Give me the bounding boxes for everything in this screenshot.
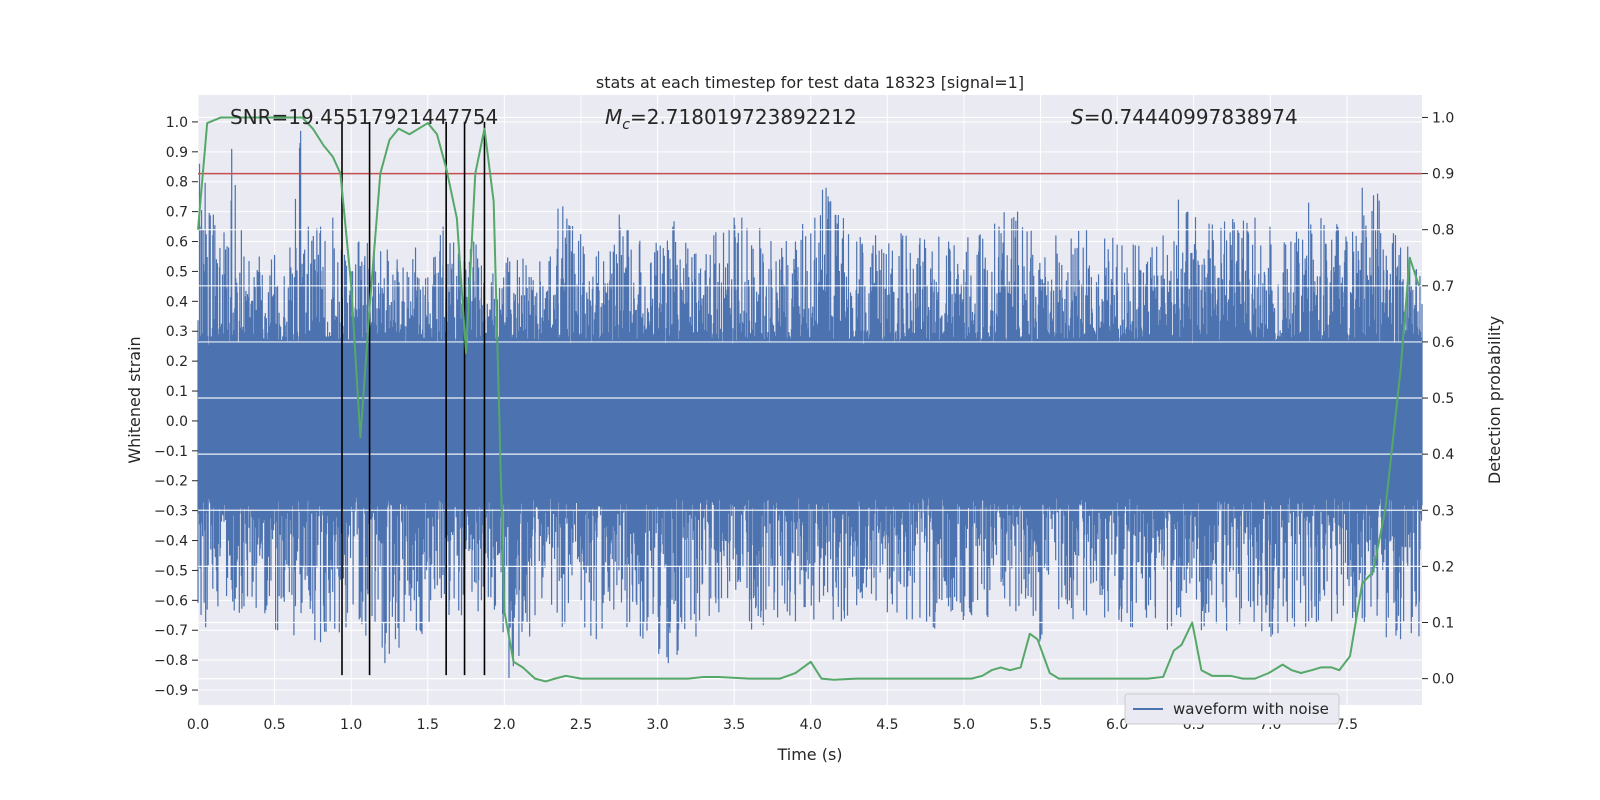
- y-tick-label: −0.2: [154, 474, 188, 490]
- x-tick-label: 2.5: [570, 717, 592, 733]
- y-tick-label: −0.1: [154, 444, 188, 460]
- legend: waveform with noise: [1124, 693, 1340, 725]
- y2-tick-label: 0.8: [1432, 223, 1454, 239]
- y-tick-label: −0.7: [154, 623, 188, 639]
- y2-tick-label: 0.0: [1432, 672, 1454, 688]
- y2-tick-label: 0.2: [1432, 559, 1454, 575]
- y-tick-label: 0.0: [166, 414, 188, 430]
- x-tick-label: 3.0: [646, 717, 668, 733]
- y2-tick-label: 0.5: [1432, 391, 1454, 407]
- legend-box: [1124, 693, 1340, 725]
- y-tick-label: −0.5: [154, 563, 188, 579]
- x-axis-label: Time (s): [776, 745, 842, 764]
- x-tick-label: 7.5: [1336, 717, 1358, 733]
- probability-line: [197, 116, 1420, 683]
- y-tick-label: 0.6: [166, 235, 188, 251]
- y2-tick-label: 0.6: [1432, 335, 1454, 351]
- y-tick-label: 0.8: [166, 175, 188, 191]
- x-tick-label: 4.5: [876, 717, 898, 733]
- mc-subscript: c: [622, 117, 630, 133]
- x-tick-label: 5.0: [953, 717, 975, 733]
- s-symbol: S: [1071, 105, 1084, 129]
- x-tick-label: 1.5: [417, 717, 439, 733]
- x-tick-label: 0.0: [187, 717, 209, 733]
- y-tick-label: −0.8: [154, 653, 188, 669]
- y-tick-label: −0.4: [154, 534, 188, 550]
- y-tick-label: 0.9: [166, 145, 188, 161]
- x-tick-label: 5.5: [1029, 717, 1051, 733]
- y-tick-label: 0.4: [166, 294, 188, 310]
- x-tick-label: 3.5: [723, 717, 745, 733]
- y2-tick-label: 1.0: [1432, 110, 1454, 126]
- x-tick-label: 4.0: [800, 717, 822, 733]
- waveform-series: [197, 116, 1423, 680]
- y-tick-label: −0.9: [154, 683, 188, 699]
- x-tick-label: 6.0: [1106, 717, 1128, 733]
- waveform-line: [197, 130, 1423, 679]
- chart-title: stats at each timestep for test data 183…: [596, 73, 1024, 92]
- y-tick-label: 0.3: [166, 324, 188, 340]
- y2-tick-label: 0.3: [1432, 503, 1454, 519]
- mc-symbol: M: [605, 105, 622, 129]
- y2-tick-label: 0.1: [1432, 616, 1454, 632]
- mc-value: =2.718019723892212: [630, 105, 857, 129]
- y-tick-label: −0.3: [154, 504, 188, 520]
- y2-axis-label: Detection probability: [1485, 316, 1504, 484]
- x-tick-label: 1.0: [340, 717, 362, 733]
- y2-tick-label: 0.4: [1432, 447, 1454, 463]
- y-tick-label: −0.6: [154, 593, 188, 609]
- y-tick-label: 0.7: [166, 205, 188, 221]
- probability-series: [197, 116, 1420, 683]
- y-tick-label: 0.1: [166, 384, 188, 400]
- y2-tick-label: 0.7: [1432, 279, 1454, 295]
- y-tick-label: 1.0: [166, 115, 188, 131]
- s-value: =0.74440997838974: [1084, 105, 1298, 129]
- y2-tick-label: 0.9: [1432, 167, 1454, 183]
- vertical-markers: [341, 121, 486, 676]
- legend-label: waveform with noise: [1173, 700, 1329, 718]
- x-tick-label: 2.0: [493, 717, 515, 733]
- y-axis-label: Whitened strain: [125, 336, 144, 463]
- snr-annotation: SNR=19.45517921447754: [230, 105, 498, 129]
- y-tick-label: 0.2: [166, 354, 188, 370]
- x-tick-label: 0.5: [263, 717, 285, 733]
- mc-annotation: Mc=2.718019723892212: [605, 105, 857, 133]
- y-tick-label: 0.5: [166, 264, 188, 280]
- s-annotation: S=0.74440997838974: [1071, 105, 1298, 129]
